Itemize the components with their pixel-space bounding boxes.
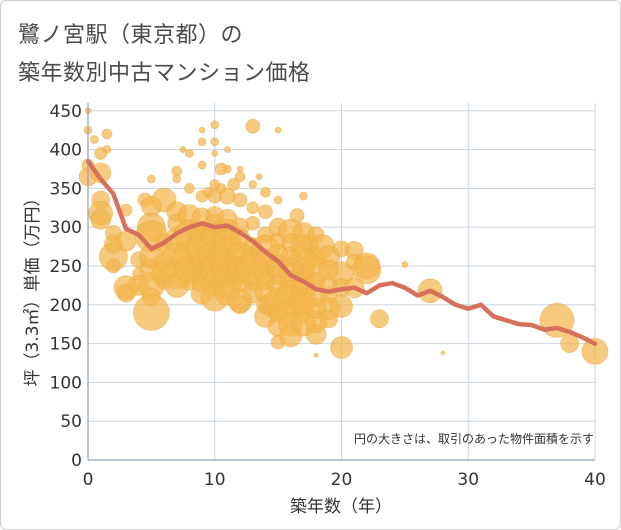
tick-labels: 0 50 100 150 200 250 300 350 400 450 0 10 20 30 40: [50, 102, 606, 490]
bubble-point: [184, 149, 194, 158]
axes: [87, 103, 595, 461]
bubble-point: [258, 204, 273, 220]
bubble-point: [245, 118, 261, 134]
bubble-point: [370, 309, 389, 329]
bubble-point: [401, 261, 409, 268]
bubble-point: [274, 126, 282, 134]
bubble-point: [105, 258, 121, 274]
bubble-series: [78, 107, 609, 365]
bubble-point: [227, 178, 241, 191]
y-tick-label: 350: [50, 179, 82, 199]
bubble-point: [210, 137, 220, 147]
chart-title-line-1: 鷺ノ宮駅（東京都）の: [18, 23, 244, 48]
bubble-point: [352, 255, 382, 285]
y-tick-label: 200: [50, 296, 82, 316]
bubble-point: [313, 352, 319, 358]
bubble-point: [89, 135, 99, 144]
bubble-point: [234, 171, 246, 183]
bubble-point: [305, 323, 327, 345]
bubble-point: [90, 209, 112, 230]
bubble-point: [260, 186, 271, 198]
x-tick-label: 0: [83, 470, 94, 490]
bubble-point: [210, 120, 220, 130]
bubble-point: [440, 350, 446, 356]
bubble-point: [101, 128, 113, 140]
bubble-point: [183, 182, 195, 194]
bubble-point: [172, 174, 182, 184]
bubble-point: [299, 191, 308, 201]
bubble-point: [211, 150, 219, 157]
average-price-polyline: [85, 158, 598, 346]
x-tick-label: 40: [584, 470, 606, 490]
bubble-point: [560, 334, 580, 353]
y-tick-label: 150: [50, 335, 82, 355]
bubble-point: [236, 165, 244, 173]
bubble-point: [248, 180, 258, 189]
bubble-point: [230, 295, 250, 315]
bubble-point: [232, 192, 248, 208]
bubble-point: [132, 294, 170, 331]
y-tick-label: 50: [60, 412, 82, 432]
x-tick-label: 30: [457, 470, 479, 490]
bubble-point: [223, 164, 232, 174]
y-tick-label: 450: [50, 102, 82, 122]
y-tick-label: 250: [50, 257, 82, 277]
bubble-point: [581, 337, 609, 365]
average-price-line: [85, 158, 598, 346]
y-axis-title: 坪（3.3㎡）単価（万円）: [23, 189, 43, 386]
bubble-point: [330, 336, 353, 359]
bubble-point: [146, 174, 156, 184]
bubble-point: [273, 195, 283, 205]
x-tick-label: 10: [204, 470, 226, 490]
y-tick-label: 400: [50, 141, 82, 161]
bubble-point: [102, 145, 112, 154]
y-tick-label: 300: [50, 218, 82, 238]
y-tick-label: 100: [50, 373, 82, 393]
x-axis-title: 築年数（年）: [290, 497, 392, 517]
bubble-point: [90, 162, 112, 184]
x-tick-label: 20: [331, 470, 353, 490]
y-tick-label: 0: [71, 451, 82, 471]
bubble-point: [197, 137, 207, 147]
bubble-point: [245, 215, 261, 231]
bubble-point: [197, 160, 207, 170]
bubble-point: [330, 294, 353, 318]
bubble-point: [246, 201, 260, 215]
bubble-point: [198, 126, 206, 134]
bubble-point: [179, 146, 187, 153]
bubble-point: [255, 173, 263, 181]
chart-title-line-2: 築年数別中古マンション価格: [18, 61, 311, 86]
bubble-point: [289, 208, 305, 223]
bubble-point: [224, 146, 231, 153]
size-legend-note: 円の大きさは、取引のあった物件面積を示す: [354, 431, 594, 446]
